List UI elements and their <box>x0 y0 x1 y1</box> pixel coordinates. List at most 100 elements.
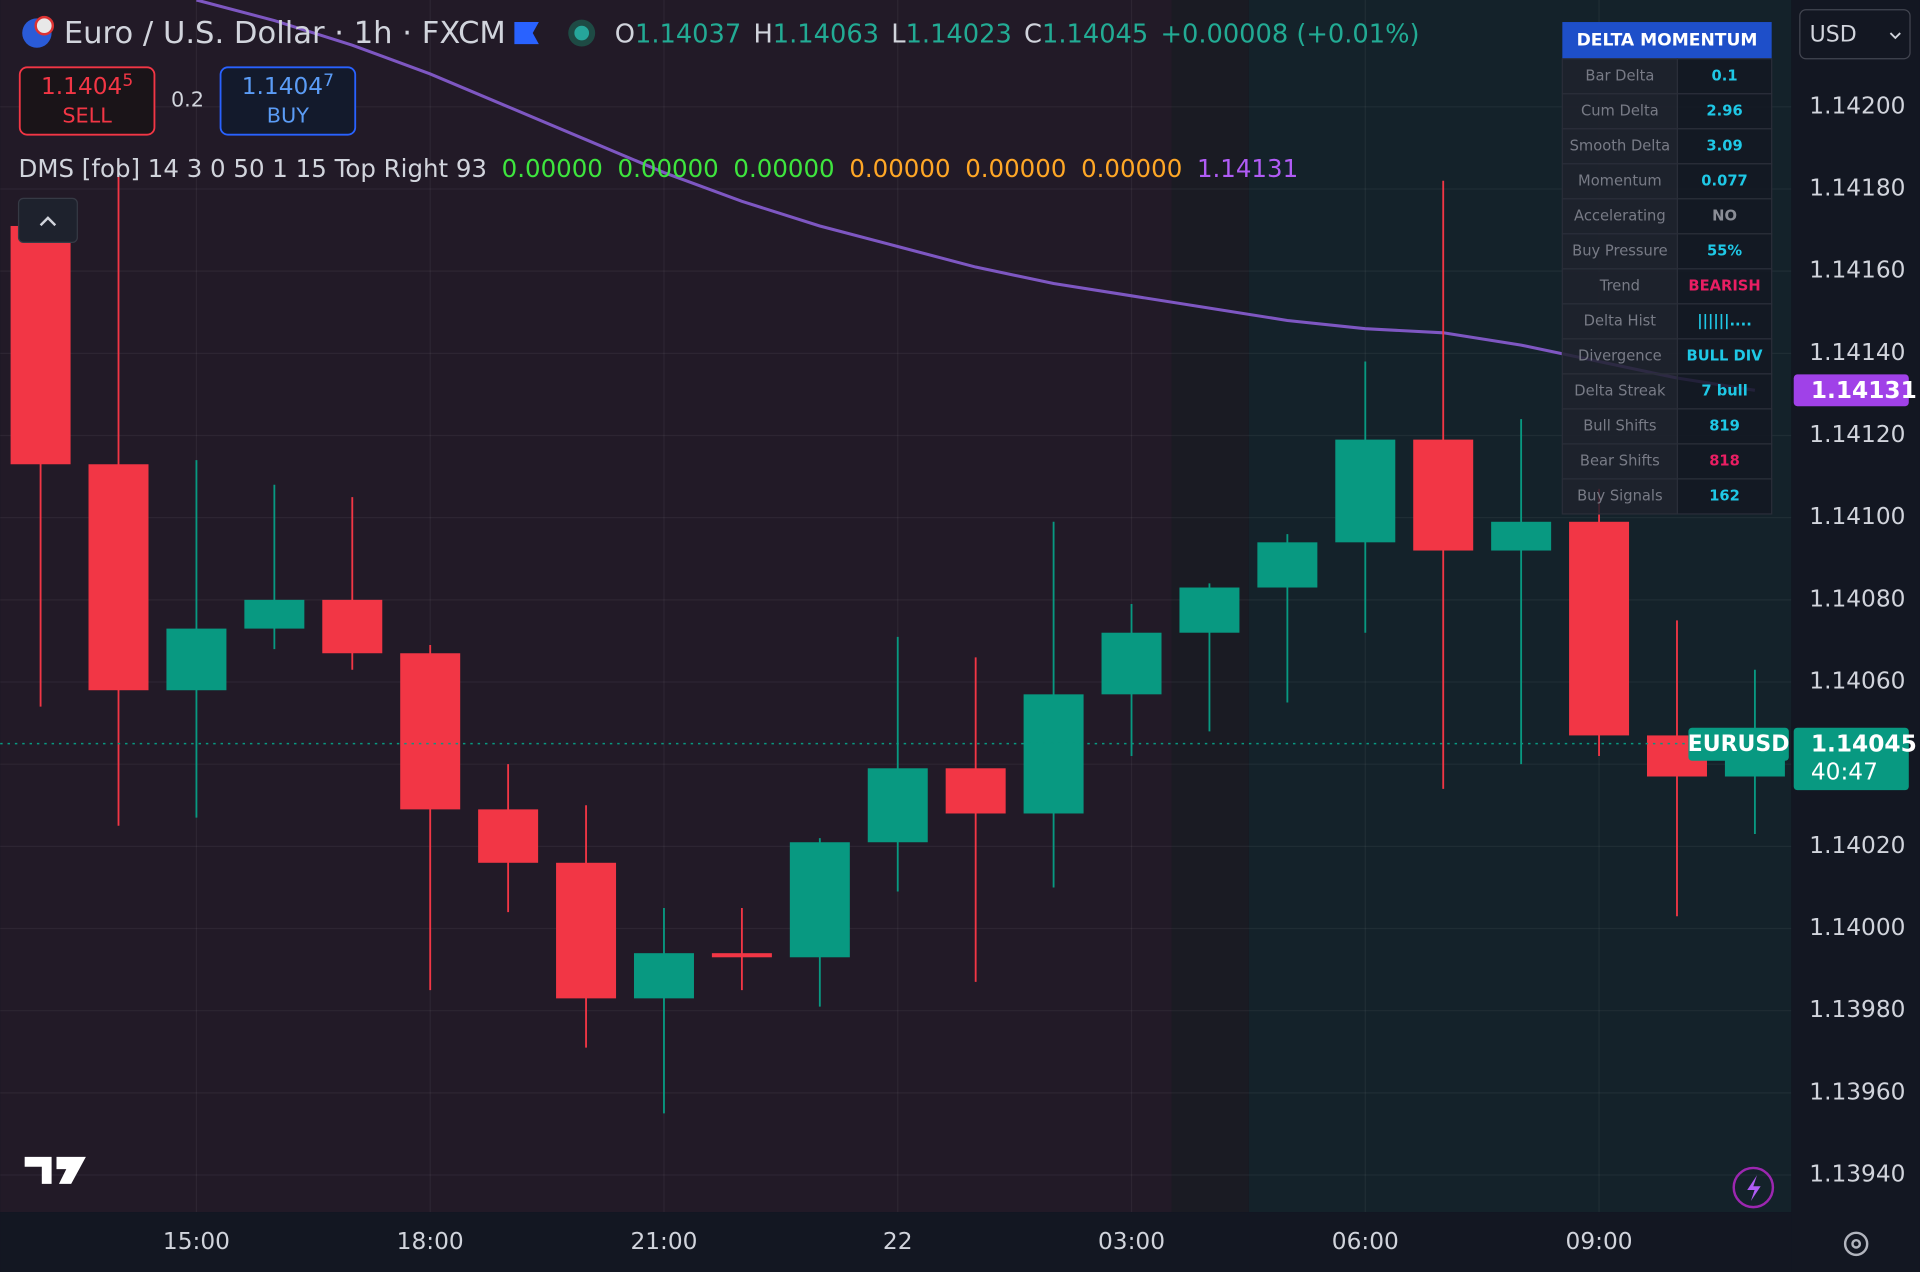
table-cell <box>1676 93 1773 130</box>
x-tick-label: 15:00 <box>163 1228 230 1255</box>
y-tick-label: 1.14120 <box>1809 421 1905 448</box>
sell-price-main: 1.1404 <box>41 72 122 99</box>
ohlc-key: H <box>753 19 772 49</box>
candle-body <box>1257 542 1318 588</box>
y-tick-label: 1.14200 <box>1809 92 1905 119</box>
ohlc-key: C <box>1024 19 1042 49</box>
table-cell <box>1561 268 1679 305</box>
dropdown-icon <box>1889 32 1901 40</box>
indicator-value: 0.00000 <box>965 154 1066 183</box>
ma-badge <box>1793 374 1909 407</box>
table-value: 819 <box>1709 417 1740 434</box>
table-cell <box>1676 478 1773 515</box>
table-value: 55% <box>1707 242 1742 259</box>
candle-body <box>945 768 1006 814</box>
x-tick-label: 03:00 <box>1098 1228 1165 1255</box>
y-tick-label: 1.14060 <box>1809 668 1905 695</box>
x-tick-label: 22 <box>883 1228 913 1255</box>
table-cell <box>1676 198 1773 235</box>
table-value: BULL DIV <box>1687 347 1764 364</box>
candle-body <box>478 809 539 863</box>
y-tick-label: 1.14180 <box>1809 174 1905 201</box>
candle-body <box>1101 632 1162 695</box>
indicator-value: 0.00000 <box>849 154 950 183</box>
ohlc: O1.14037 H1.14063 L1.14023 C1.14045 +0.00008… <box>615 19 1420 49</box>
y-tick-label: 1.14080 <box>1809 585 1905 612</box>
ma-line <box>196 0 1756 392</box>
flag-icon[interactable] <box>514 22 539 45</box>
x-tick-label: 18:00 <box>397 1228 464 1255</box>
table-value: 818 <box>1709 452 1740 469</box>
table-cell <box>1561 58 1679 95</box>
table-value: ||||||.... <box>1697 312 1752 329</box>
time-axis <box>0 1212 1792 1272</box>
table-value: 2.96 <box>1706 102 1742 119</box>
indicator-value: 0.00000 <box>502 154 603 183</box>
table-cell <box>1676 58 1773 95</box>
table-label: Accelerating <box>1574 207 1666 224</box>
settings-icon[interactable] <box>1843 1231 1869 1257</box>
y-tick-label: 1.13940 <box>1809 1161 1905 1188</box>
table-cell <box>1676 268 1773 305</box>
currency: USD <box>1810 23 1857 48</box>
ohlc-key: O <box>615 19 635 49</box>
header: Euro / U.S. Dollar · 1h · FXCM O1.14037 H… <box>22 16 1420 51</box>
table-header <box>1562 22 1772 59</box>
ma-badge-label: 1.14131 <box>1811 377 1917 404</box>
candle-body <box>244 599 305 629</box>
indicator-legend: DMS [fob] 14 3 0 50 1 15 Top Right 93 0.0… <box>19 154 1299 183</box>
price-badge-label: 1.14045 <box>1811 730 1917 757</box>
alert-button[interactable] <box>1732 1166 1775 1209</box>
trade-buttons: 1.14045 SELL 0.2 1.14047 BUY <box>18 66 357 136</box>
indicator-value: 0.00000 <box>1081 154 1182 183</box>
countdown: 40:47 <box>1811 759 1878 786</box>
axes: 1.14200 1.14180 1.14160 1.14140 1.14120 1.141… <box>163 92 1917 1255</box>
delta-table: DELTA MOMENTUM Bar Delta 0.1 Cum Delta 2.96 S… <box>1561 22 1773 515</box>
candle-body <box>1569 521 1630 736</box>
buy-button[interactable] <box>219 66 357 136</box>
candle-body <box>1179 587 1240 633</box>
indicator-value: 0.00000 <box>618 154 719 183</box>
symbol-badge-label: EURUSD <box>1688 732 1790 757</box>
sell-price-pip: 5 <box>122 71 133 91</box>
candle-body <box>166 628 227 691</box>
collapse-button[interactable] <box>17 197 78 244</box>
tv-logo <box>24 1156 86 1184</box>
table-cell <box>1676 163 1773 200</box>
currency-select[interactable] <box>1799 9 1911 60</box>
moving-average <box>196 0 1756 392</box>
ohlc-value: 1.14045 <box>1042 19 1148 49</box>
table-value: NO <box>1712 207 1737 224</box>
candle-body <box>1413 439 1474 551</box>
buy-price-pip: 7 <box>323 71 334 91</box>
table-label: Buy Signals <box>1577 487 1663 504</box>
table-label: Bear Shifts <box>1580 452 1660 469</box>
y-tick-label: 1.14000 <box>1809 914 1905 941</box>
table-value: 3.09 <box>1706 137 1742 154</box>
table-label: Delta Streak <box>1574 382 1666 399</box>
table-value: 0.077 <box>1701 172 1747 189</box>
ohlc-value: 1.14023 <box>906 19 1012 49</box>
table-cell <box>1561 163 1679 200</box>
candle-body <box>10 225 71 465</box>
candle-body <box>400 653 461 810</box>
candle-body <box>1491 521 1552 551</box>
y-tick-label: 1.14100 <box>1809 503 1905 530</box>
candle-body <box>88 464 149 691</box>
y-tick-label: 1.13980 <box>1809 996 1905 1023</box>
table-value: BEARISH <box>1688 277 1760 294</box>
table-cell <box>1676 128 1773 165</box>
price-badge <box>1793 727 1909 791</box>
settings-icon <box>1851 1238 1862 1249</box>
table-label: Smooth Delta <box>1570 137 1671 154</box>
candle-body <box>789 842 850 958</box>
candle-body <box>1335 439 1396 543</box>
indicator-value: 1.14131 <box>1197 154 1298 183</box>
table-cell <box>1676 303 1773 340</box>
lightning-icon <box>1747 1175 1761 1201</box>
sell-price: 1.14045 <box>41 71 133 100</box>
candle-body <box>867 768 928 843</box>
y-tick-label: 1.14020 <box>1809 832 1905 859</box>
sell-button[interactable] <box>18 66 156 136</box>
